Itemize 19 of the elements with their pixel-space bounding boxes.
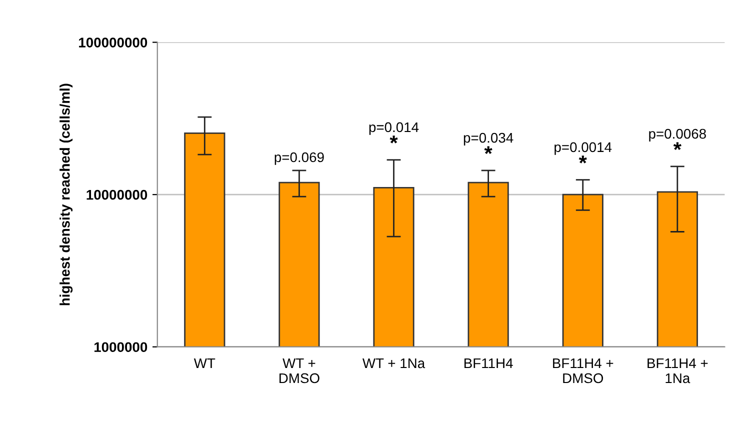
y-axis-title: highest density reached (cells/ml) — [60, 84, 73, 306]
annotation: p=0.034 — [464, 132, 514, 146]
annotation: * — [578, 156, 587, 164]
x-tick-label: WT — [194, 358, 216, 368]
x-tick-label: BF11H4 + DMSO — [553, 358, 614, 384]
x-tick-label: WT + DMSO — [280, 358, 320, 384]
y-tick-label: 1000000 — [94, 342, 148, 352]
annotation: p=0.014 — [369, 122, 419, 135]
annotation: p=0.069 — [274, 152, 324, 165]
annotation: p=0.0014 — [554, 142, 612, 155]
annotation: p=0.0068 — [649, 128, 706, 142]
x-tick-label: WT + 1Na — [362, 358, 426, 368]
y-tick-label: 10000000 — [86, 190, 148, 200]
annotation: * — [673, 142, 682, 150]
annotation: * — [390, 136, 398, 144]
annotation: * — [484, 146, 492, 154]
x-tick-label: BF11H4 — [464, 358, 513, 368]
x-tick-label: BF11H4 + 1Na — [648, 358, 708, 384]
y-tick-label: 100000000 — [79, 38, 148, 48]
